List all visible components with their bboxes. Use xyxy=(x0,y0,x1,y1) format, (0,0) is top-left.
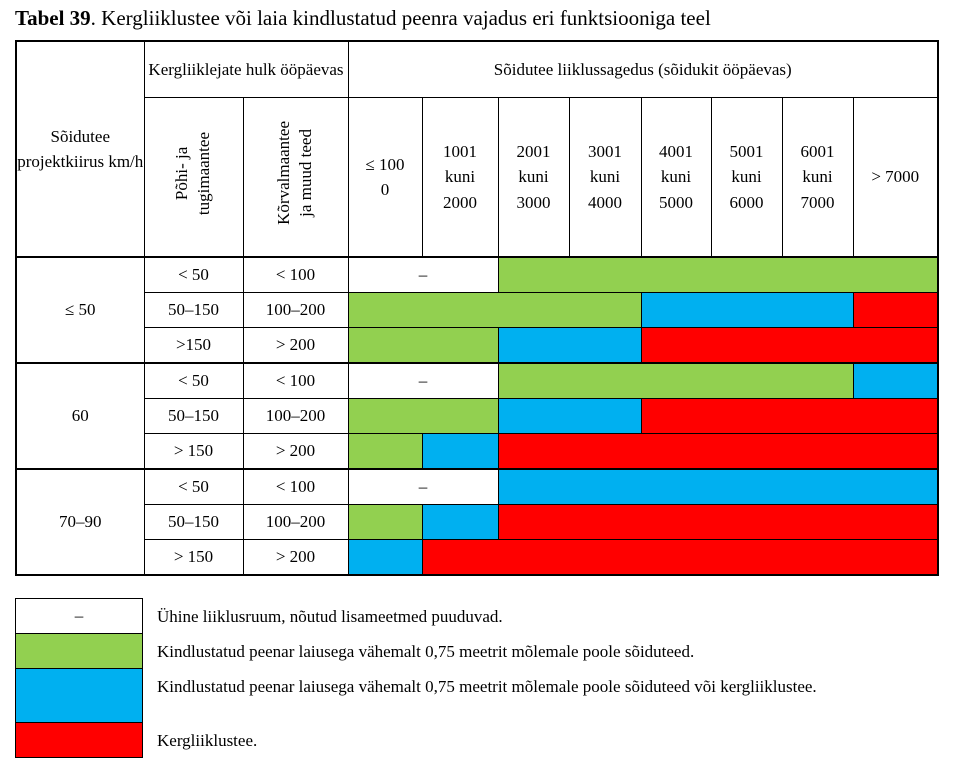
legend-row: Kindlustatud peenar laiusega vähemalt 0,… xyxy=(15,633,838,669)
main-road-cell: < 50 xyxy=(143,362,244,399)
header-row: Põhi- ja tugimaantee Kõrvalmaantee ja muu… xyxy=(16,97,939,258)
requirement-cell xyxy=(852,362,939,399)
requirement-cell: – xyxy=(347,468,499,505)
header-row: Sõidutee projektkiirus km/h Kergliiklejat… xyxy=(15,40,939,258)
traffic-col-header: > 7000 xyxy=(852,97,939,258)
data-row: 50–150 100–200 xyxy=(16,292,939,328)
legend-swatch xyxy=(15,668,143,723)
data-row: 50–150 100–200 xyxy=(16,504,939,540)
legend-text: Kindlustatud peenar laiusega vähemalt 0,… xyxy=(157,641,695,661)
requirement-cell xyxy=(640,327,939,364)
requirement-cell xyxy=(421,539,939,576)
main-table: Sõidutee projektkiirus km/h Kergliiklejat… xyxy=(15,40,939,576)
traffic-group-header: Sõidutee liiklussagedus (sõidukit ööpäev… xyxy=(347,40,939,98)
other-road-cell: < 100 xyxy=(242,468,349,505)
data-row: >150 > 200 xyxy=(16,327,939,364)
requirement-cell xyxy=(497,327,642,364)
main-road-cell: < 50 xyxy=(143,256,244,293)
data-row: > 150 > 200 xyxy=(16,539,939,576)
traffic-col-header: 2001 kuni 3000 xyxy=(497,97,570,258)
other-road-cell: > 200 xyxy=(242,327,349,364)
legend-row: Kindlustatud peenar laiusega vähemalt 0,… xyxy=(15,668,838,723)
data-row: 70–90 < 50 < 100 – xyxy=(15,468,939,576)
requirement-cell xyxy=(421,504,499,540)
legend-swatch xyxy=(15,722,143,758)
requirement-cell xyxy=(347,292,642,328)
other-road-cell: 100–200 xyxy=(242,292,349,328)
traffic-col-header: 4001 kuni 5000 xyxy=(640,97,712,258)
other-road-cell: < 100 xyxy=(242,362,349,399)
requirement-cell xyxy=(497,256,939,293)
table-label: Tabel 39 xyxy=(15,6,91,30)
speed-cell: 70–90 xyxy=(15,468,145,576)
requirement-cell xyxy=(497,398,642,434)
main-road-cell: 50–150 xyxy=(143,292,244,328)
requirement-cell xyxy=(347,433,423,470)
legend-text: Ühine liiklusruum, nõutud lisameetmed pu… xyxy=(157,606,503,626)
requirement-cell xyxy=(497,433,939,470)
dash: – xyxy=(418,371,428,391)
data-row: ≤ 50 < 50 < 100 – xyxy=(15,256,939,364)
table-caption: . Kergliiklustee või laia kindlustatud p… xyxy=(90,6,711,30)
main-road-cell: > 150 xyxy=(143,539,244,576)
requirement-cell xyxy=(347,504,423,540)
other-road-cell: < 100 xyxy=(242,256,349,293)
speed-cell: ≤ 50 xyxy=(15,256,145,364)
main-road-cell: >150 xyxy=(143,327,244,364)
traffic-col-header: 6001 kuni 7000 xyxy=(781,97,854,258)
data-row: 50–150 100–200 xyxy=(16,398,939,434)
main-road-cell: < 50 xyxy=(143,468,244,505)
requirement-cell: – xyxy=(347,256,499,293)
volume-group-header: Kergliiklejate hulk ööpäevas xyxy=(143,40,349,98)
requirement-cell xyxy=(497,468,939,505)
main-road-cell: 50–150 xyxy=(143,398,244,434)
main-road-cell: 50–150 xyxy=(143,504,244,540)
requirement-cell xyxy=(640,292,854,328)
speed-header: Sõidutee projektkiirus km/h xyxy=(15,40,145,258)
legend-text: Kindlustatud peenar laiusega vähemalt 0,… xyxy=(157,676,817,696)
requirement-cell xyxy=(347,327,499,364)
legend-symbol: – xyxy=(74,606,84,625)
volume-col-header: Kõrvalmaantee ja muud teed xyxy=(242,97,349,258)
requirement-cell xyxy=(497,504,939,540)
requirement-cell xyxy=(640,398,939,434)
volume-col-label: Põhi- ja tugimaantee xyxy=(172,131,214,215)
requirement-cell: – xyxy=(347,362,499,399)
legend-row: – Ühine liiklusruum, nõutud lisameetmed p… xyxy=(15,598,838,634)
table-title: Tabel 39. Kergliiklustee või laia kindlu… xyxy=(15,6,711,31)
other-road-cell: > 200 xyxy=(242,433,349,470)
requirement-cell xyxy=(347,398,499,434)
other-road-cell: 100–200 xyxy=(242,398,349,434)
requirement-cell xyxy=(421,433,499,470)
legend: – Ühine liiklusruum, nõutud lisameetmed p… xyxy=(15,598,838,758)
legend-row: Kergliiklustee. xyxy=(15,722,838,758)
data-row: > 150 > 200 xyxy=(16,433,939,470)
legend-text: Kergliiklustee. xyxy=(157,730,258,750)
traffic-col-header: ≤ 100 0 xyxy=(347,97,423,258)
volume-col-header: Põhi- ja tugimaantee xyxy=(143,97,244,258)
data-row: 60 < 50 < 100 – xyxy=(15,362,939,470)
dash: – xyxy=(418,477,428,497)
requirement-cell xyxy=(347,539,423,576)
traffic-col-header: 5001 kuni 6000 xyxy=(710,97,783,258)
dash: – xyxy=(418,265,428,285)
traffic-col-header: 1001 kuni 2000 xyxy=(421,97,499,258)
requirement-cell xyxy=(852,292,939,328)
other-road-cell: 100–200 xyxy=(242,504,349,540)
legend-swatch xyxy=(15,633,143,669)
other-road-cell: > 200 xyxy=(242,539,349,576)
speed-cell: 60 xyxy=(15,362,145,470)
volume-col-label: Kõrvalmaantee ja muud teed xyxy=(274,121,316,226)
legend-swatch: – xyxy=(15,598,143,634)
requirement-cell xyxy=(497,362,854,399)
main-road-cell: > 150 xyxy=(143,433,244,470)
traffic-col-header: 3001 kuni 4000 xyxy=(568,97,642,258)
